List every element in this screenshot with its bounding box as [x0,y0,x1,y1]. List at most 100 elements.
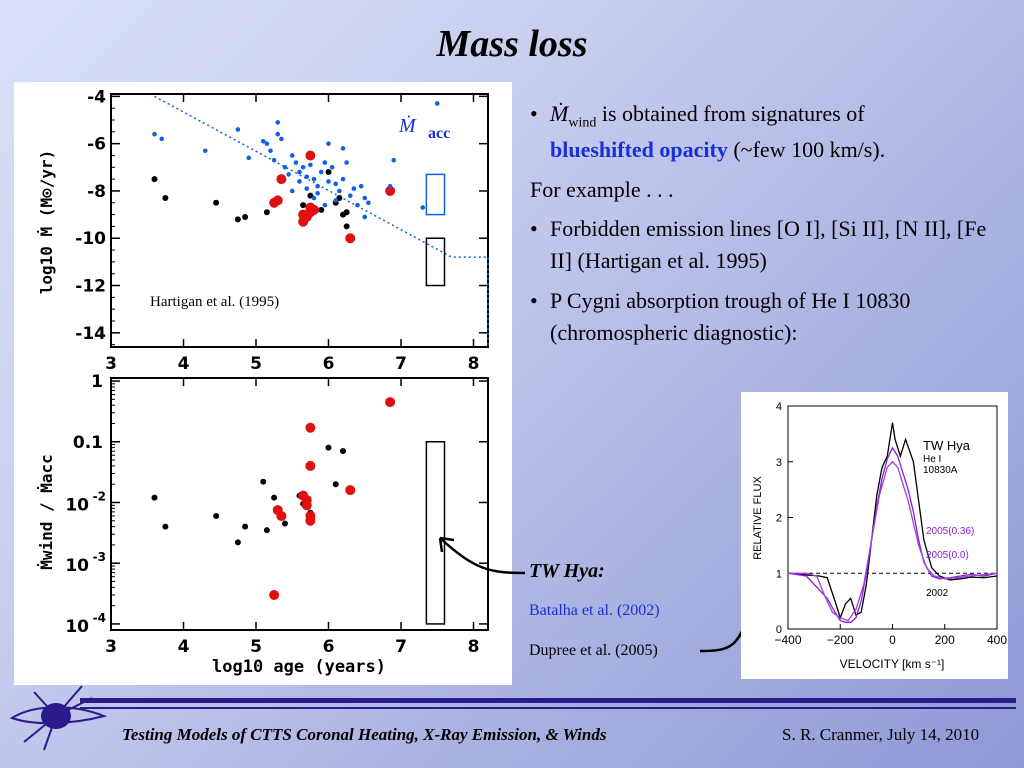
legend-line: He I [923,454,941,465]
data-point-red [276,174,287,185]
data-point-blue [340,146,346,151]
y-tick-label: -10 [75,229,106,249]
data-point-blue [344,160,349,165]
data-point-blue [271,157,277,163]
data-point-blue [315,191,320,196]
data-point-red [385,185,396,196]
data-point-black [340,448,346,455]
data-point-black [332,481,339,488]
x-tick-label: 5 [250,354,262,374]
y-tick-label: -14 [75,324,106,344]
data-point-black [213,512,220,519]
x-tick-label: 400 [987,633,1007,647]
bullet-2-text: Forbidden emission lines [O I], [Si II],… [550,216,987,274]
data-point-blue [362,214,368,220]
data-point-black [282,520,288,527]
x-tick-label: 8 [468,354,480,374]
data-point-blue [351,186,357,191]
for-example-text: For example . . . [530,176,674,202]
data-point-blue [279,136,284,142]
data-point-black [271,494,278,501]
data-point-red [272,195,283,206]
x-tick-label: 3 [105,637,117,657]
data-point-black [162,195,169,202]
data-point-blue [329,164,335,170]
mdot-subscript: wind [568,115,597,131]
data-point-blue [333,181,339,187]
data-point-black [260,478,267,485]
data-point-black [234,539,241,546]
data-point-black [318,206,325,213]
data-point-red [269,589,280,600]
data-point-black [213,199,220,206]
x-tick-label: −400 [774,633,801,647]
bullet-list: • Ṁwind is obtained from signatures of bl… [530,98,1010,349]
data-point-blue [293,160,299,165]
annotation-text: Hartigan et al. (1995) [150,294,279,310]
spectrum-line-2002 [787,422,998,620]
data-point-blue [286,172,291,177]
data-point-blue [289,188,295,194]
x-tick-label: 3 [105,354,117,374]
y-tick-label: -8 [87,182,106,202]
x-tick-label: 4 [178,354,190,374]
data-point-blue [340,176,346,182]
data-point-blue [347,193,353,198]
legend-title: TW Hya [923,438,971,453]
data-point-blue [387,183,393,189]
footer-rule-thin [80,707,1016,709]
plot-frame [110,93,489,348]
data-point-blue [355,202,360,208]
data-point-blue [326,179,331,184]
data-point-blue [268,148,273,154]
data-point-red [309,204,319,215]
legend-label-symbol: Ṁ [398,114,417,137]
bullet-p-cygni: • P Cygni absorption trough of He I 1083… [530,285,1010,349]
data-point-blue [358,183,364,189]
tw-hya-wind-box [425,237,446,287]
bullet-1-rest: (~few 100 km/s). [727,136,886,162]
plot-frame [110,377,489,631]
data-point-blue [246,155,252,161]
data-point-blue [318,169,324,175]
data-point-blue [362,195,368,201]
y-tick-exponent: -3 [93,550,106,564]
data-point-blue [434,101,440,106]
y-axis-label: Ṁwind / Ṁacc [37,454,56,570]
data-point-black [151,494,158,501]
x-tick-label: 4 [178,637,190,657]
data-point-blue [297,179,302,184]
data-point-red [385,397,396,408]
hartigan-plots: 3 4 5 6 7 8 -4 -6 -8 -10 -12 -14 Hartigan et al. (19… [14,82,512,685]
data-point-black [343,209,350,216]
y-tick-label: 10 [65,495,89,515]
data-point-red [305,460,316,471]
y-tick-label: 0.1 [73,433,103,453]
data-point-black [300,202,307,209]
legend-line: 10830A [923,465,958,476]
mdot-symbol: Ṁ [550,101,569,126]
footer-author-date: S. R. Cranmer, July 14, 2010 [782,725,980,744]
data-point-black [151,176,158,183]
y-tick-label: -6 [87,135,106,155]
y-tick-label: 10 [65,556,89,576]
bullet-dot: • [530,216,538,242]
x-tick-label: 200 [935,633,955,647]
legend-label-sub: acc [428,125,450,142]
y-axis-label: log10 Ṁ (M⊙/yr) [37,150,56,295]
data-point-black [242,523,249,530]
y-axis-label: RELATIVE FLUX [752,476,764,560]
footer-title: Testing Models of CTTS Coronal Heating, … [122,725,607,744]
x-axis-label: VELOCITY [km s⁻¹] [840,657,945,671]
x-tick-label: 5 [250,637,262,657]
data-point-blue [311,195,317,201]
data-point-blue [333,198,339,203]
bullet-forbidden-lines: • Forbidden emission lines [O I], [Si II… [530,213,1010,277]
y-tick-label: -12 [75,277,106,297]
data-point-black [325,169,332,176]
bullet-dot: • [530,101,538,126]
data-point-black [234,216,241,223]
batalha-reference: Batalha et al. (2002) [529,602,660,619]
data-point-black [325,444,332,451]
tw-hya-ratio-box [425,441,446,625]
